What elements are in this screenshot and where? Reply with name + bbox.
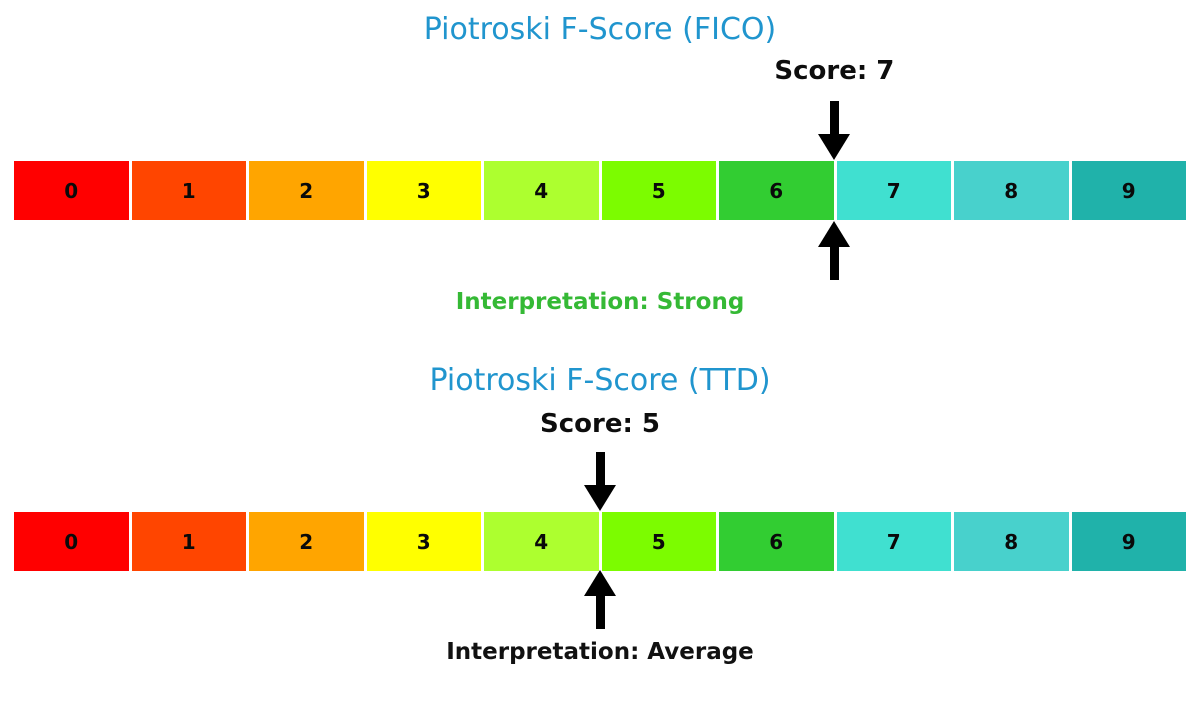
arrow-shaft — [829, 247, 839, 280]
arrow-head — [584, 485, 616, 511]
scale-cell-3: 3 — [366, 161, 481, 220]
scale-cell-9: 9 — [1071, 161, 1186, 220]
scale-cell-6: 6 — [719, 161, 834, 220]
scale-cell-5: 5 — [601, 512, 716, 571]
arrow-shaft — [595, 452, 605, 485]
scale-cell-2: 2 — [249, 161, 364, 220]
score-marker-down-arrow-icon — [584, 452, 616, 511]
panel-title: Piotroski F-Score (FICO) — [423, 12, 777, 47]
arrow-head — [818, 221, 851, 247]
score-label: Score: 5 — [540, 409, 660, 439]
scale-cell-4: 4 — [484, 161, 599, 220]
score-label: Score: 7 — [774, 56, 895, 86]
scale-cell-5: 5 — [601, 161, 716, 220]
scale-cell-3: 3 — [366, 512, 481, 571]
scale-cell-4: 4 — [484, 512, 599, 571]
arrow-shaft — [829, 101, 839, 134]
score-marker-down-arrow-icon — [818, 101, 851, 160]
scale-cell-7: 7 — [836, 161, 951, 220]
scale-cell-0: 0 — [14, 161, 129, 220]
panel-title: Piotroski F-Score (TTD) — [429, 363, 771, 398]
arrow-head — [818, 134, 851, 160]
score-marker-up-arrow-icon — [584, 570, 616, 629]
scale-cell-8: 8 — [954, 161, 1069, 220]
scale-cell-9: 9 — [1071, 512, 1186, 571]
scale-cell-2: 2 — [249, 512, 364, 571]
scale-cell-7: 7 — [836, 512, 951, 571]
scale-cell-0: 0 — [14, 512, 129, 571]
interpretation-label: Interpretation: Average — [446, 639, 754, 665]
scale-cell-1: 1 — [131, 512, 246, 571]
arrow-head — [584, 570, 616, 596]
scale-cell-8: 8 — [954, 512, 1069, 571]
scale-cell-1: 1 — [131, 161, 246, 220]
scale-cell-6: 6 — [719, 512, 834, 571]
interpretation-label: Interpretation: Strong — [455, 289, 745, 315]
arrow-shaft — [595, 596, 605, 629]
score-marker-up-arrow-icon — [818, 221, 851, 280]
